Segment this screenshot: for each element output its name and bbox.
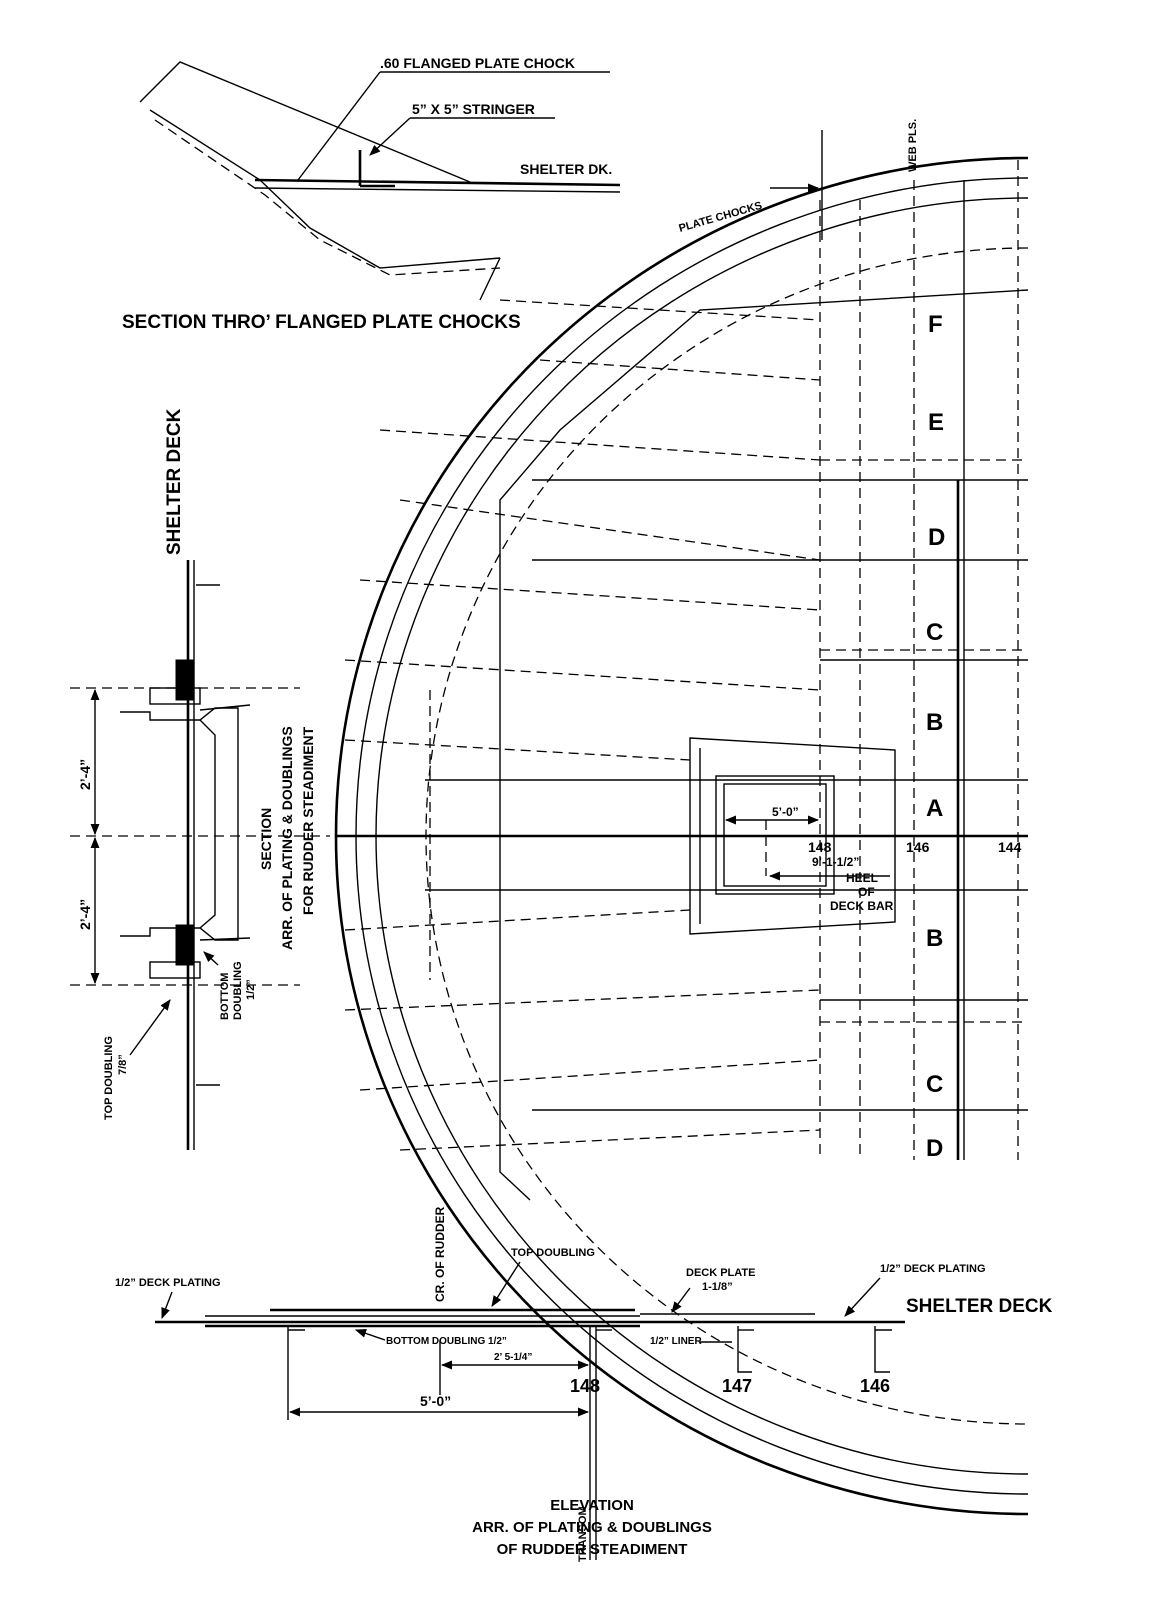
chock-label: .60 FLANGED PLATE CHOCK	[380, 55, 575, 71]
chock-section-title: SECTION THRO’ FLANGED PLATE CHOCKS	[122, 312, 521, 333]
heel-note-3: DECK BAR	[830, 899, 894, 913]
shelter-deck-vertical: SHELTER DECK	[164, 408, 185, 555]
section-title-2: ARR. OF PLATING & DOUBLINGS	[279, 726, 295, 950]
section-title-1: SECTION	[258, 808, 274, 870]
elevation-title-1: ELEVATION	[550, 1497, 634, 1514]
frame-148-elev: 148	[570, 1376, 600, 1396]
deck-plate-2: 1-1/8”	[702, 1281, 733, 1293]
liner-label: 1/2” LINER	[650, 1336, 702, 1347]
heel-note-1: HEEL	[846, 871, 878, 885]
shelter-dk-label: SHELTER DK.	[520, 161, 612, 177]
deck-plating-right: 1/2” DECK PLATING	[880, 1263, 986, 1275]
plate-letter-c-upper: C	[926, 619, 943, 646]
transom-label: TRANSOM	[577, 1506, 589, 1562]
dim-large: 5’-0”	[420, 1393, 451, 1409]
plate-letter-f: F	[928, 311, 943, 338]
deck-plate-1: DECK PLATE	[686, 1267, 755, 1279]
dim-small: 2’ 5-1/4”	[494, 1352, 532, 1363]
web-plates-label: WEB PLS.	[907, 119, 919, 172]
top-doubling-1: TOP DOUBLING	[103, 1036, 115, 1120]
plate-letter-a: A	[926, 795, 943, 822]
frame-144-plan: 144	[998, 839, 1022, 855]
plate-letter-b-upper: B	[926, 709, 943, 736]
plate-letter-e: E	[928, 409, 944, 436]
plate-letter-d-lower: D	[926, 1135, 943, 1162]
chock-section-view: .60 FLANGED PLATE CHOCK 5” X 5” STRINGER…	[122, 55, 621, 333]
top-doubling-label: TOP DOUBLING	[511, 1247, 595, 1259]
plate-letter-c-lower: C	[926, 1071, 943, 1098]
bottom-doubling-1: BOTTOM	[219, 973, 231, 1020]
deck-plating-left: 1/2” DECK PLATING	[115, 1277, 221, 1289]
top-doubling-2: 7/8”	[117, 1054, 129, 1075]
dim-upper: 2’-4”	[77, 759, 93, 790]
elevation-view: CR. OF RUDDER TOP DOUBLING 1/2” DECK PLA…	[115, 1206, 1053, 1562]
heel-dim: 9’-1-1/2”	[812, 855, 859, 869]
stringer-label: 5” X 5” STRINGER	[412, 101, 535, 117]
shelter-deck-elevation: SHELTER DECK	[906, 1296, 1053, 1317]
frame-148-plan: 148	[808, 839, 832, 855]
plate-letter-d-upper: D	[928, 524, 945, 551]
steadiment-section-view: SHELTER DECK 2’-4” 2’-4” BOTTOM DOUBLING…	[70, 408, 330, 1150]
dim-lower: 2’-4”	[77, 899, 93, 930]
elevation-title-2: ARR. OF PLATING & DOUBLINGS	[472, 1519, 712, 1536]
heel-note-2: OF	[858, 885, 875, 899]
bottom-doubling-label: BOTTOM DOUBLING 1/2”	[386, 1336, 507, 1347]
frame-146-plan: 146	[906, 839, 930, 855]
frame-147-elev: 147	[722, 1376, 752, 1396]
opening-dim: 5’-0”	[772, 805, 799, 819]
cr-rudder-label: CR. OF RUDDER	[433, 1206, 447, 1302]
plan-view: WEB PLS. PLATE CHOCKS F E D C B A B C D …	[334, 119, 1029, 1516]
plate-letter-b-lower: B	[926, 925, 943, 952]
elevation-title-3: OF RUDDER STEADIMENT	[497, 1541, 688, 1558]
section-title-3: FOR RUDDER STEADIMENT	[300, 726, 316, 915]
frame-146-elev: 146	[860, 1376, 890, 1396]
bottom-doubling-2: DOUBLING	[232, 961, 244, 1020]
bottom-doubling-3: 1/2”	[245, 979, 257, 1000]
